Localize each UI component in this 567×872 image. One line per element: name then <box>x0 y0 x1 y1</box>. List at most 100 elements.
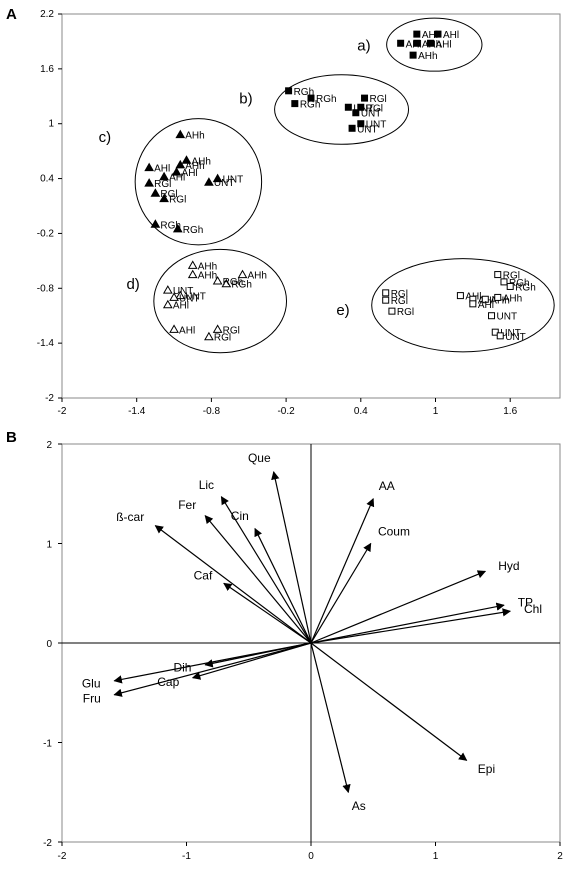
point-label: RGl <box>370 94 387 105</box>
data-point <box>427 39 435 47</box>
data-point <box>344 103 352 111</box>
point-label: RGh <box>300 100 321 111</box>
point-label: UNT <box>500 328 521 339</box>
group-ellipse <box>134 118 263 246</box>
vector-label: Cap <box>157 675 179 689</box>
data-point <box>382 296 390 304</box>
data-point <box>361 94 369 102</box>
point-label: AHl <box>422 30 438 41</box>
point-label: AHl <box>436 39 452 50</box>
point-label: RGh <box>294 87 315 98</box>
vector-label: Lic <box>199 478 214 492</box>
data-point <box>150 219 161 228</box>
point-label: AHl <box>478 300 494 311</box>
point-label: UNT <box>353 103 374 114</box>
data-point <box>307 94 315 102</box>
data-point <box>204 177 214 186</box>
point-label: RGh <box>515 282 536 293</box>
panel-a-group-labels: a) b) c) d) e) <box>99 38 371 320</box>
y-tick-label: -1 <box>43 739 52 750</box>
loading-vector <box>254 527 312 644</box>
data-point <box>187 269 198 279</box>
data-point <box>171 167 182 176</box>
point-label: UNT <box>173 286 194 297</box>
x-tick-label: 0.4 <box>354 406 368 417</box>
point-label: RGl <box>391 296 408 307</box>
loading-vector <box>310 497 375 644</box>
data-point <box>162 299 173 309</box>
panel-a-group-ellipses <box>134 17 555 354</box>
point-label: AHl <box>182 168 198 179</box>
data-point <box>169 324 179 333</box>
point-label: RGh <box>223 277 244 288</box>
vector-label: Chl <box>524 602 542 616</box>
point-label: RGl <box>214 333 231 344</box>
y-tick-label: -2 <box>45 393 54 404</box>
point-label: AHh <box>185 161 204 172</box>
point-label: RGl <box>503 271 520 282</box>
data-point <box>237 269 248 279</box>
data-point <box>409 51 417 59</box>
data-point <box>150 188 161 197</box>
vector-label: Dih <box>173 661 191 675</box>
data-point <box>413 39 421 47</box>
data-point <box>481 295 489 303</box>
y-tick-label: -0.2 <box>37 228 55 239</box>
x-tick-label: 1.6 <box>503 406 517 417</box>
data-point <box>144 162 155 172</box>
data-point <box>352 109 360 117</box>
y-tick-label: -1.4 <box>37 338 55 349</box>
x-tick-label: 2 <box>557 851 563 862</box>
y-tick-label: 0 <box>46 639 52 650</box>
y-tick-label: 1 <box>48 119 54 130</box>
point-label: RGl <box>391 289 408 300</box>
data-point <box>204 331 214 341</box>
group-ellipse <box>386 17 483 72</box>
point-label: AHh <box>198 261 217 272</box>
point-label: RGh <box>160 220 181 231</box>
point-label: AHh <box>192 156 211 167</box>
data-point <box>382 289 390 297</box>
vector-label: Coum <box>378 524 410 538</box>
loading-vector <box>204 642 312 668</box>
data-point <box>159 171 169 181</box>
data-point <box>221 278 232 288</box>
panel-a-letter: A <box>6 6 17 23</box>
data-point <box>181 155 192 164</box>
data-point <box>212 275 223 285</box>
panel-a: A -2 -1.4 -0.8 -0.2 0.4 1 1.6 -2 -1.4 -0.8 -0.2 0.4… <box>6 6 561 417</box>
point-label: UNT <box>179 293 200 304</box>
point-label: UNT <box>223 175 244 186</box>
point-label: UNT <box>497 312 518 323</box>
vector-label: Fru <box>83 691 101 705</box>
data-point <box>357 120 365 128</box>
point-label: AHl <box>173 301 189 312</box>
y-tick-label: 0.4 <box>40 174 54 185</box>
panel-b-axes: -2 -1 0 1 2 -2 -1 0 1 2 <box>43 440 563 862</box>
data-point <box>348 124 356 132</box>
vector-label: TP <box>518 595 533 609</box>
data-point <box>494 293 502 301</box>
point-label: AHl <box>443 30 459 41</box>
loading-vector <box>310 642 468 761</box>
group-ellipse <box>274 74 410 145</box>
group-label: c) <box>99 129 112 146</box>
vector-label: Fer <box>178 498 196 512</box>
vector-label: Glu <box>82 676 101 690</box>
point-label: AHl <box>154 164 170 175</box>
point-label: AHh <box>198 271 217 282</box>
point-label: RGh <box>509 278 530 289</box>
loading-vector <box>154 525 312 644</box>
data-point <box>488 312 496 320</box>
point-label: RGh <box>231 280 252 291</box>
x-tick-label: 1 <box>433 851 439 862</box>
point-label: RGl <box>223 325 240 336</box>
group-label: d) <box>126 276 139 293</box>
data-point <box>169 292 179 301</box>
data-point <box>175 290 186 300</box>
point-label: RGl <box>366 103 383 114</box>
data-point <box>469 300 477 308</box>
point-label: AHh <box>503 293 522 304</box>
